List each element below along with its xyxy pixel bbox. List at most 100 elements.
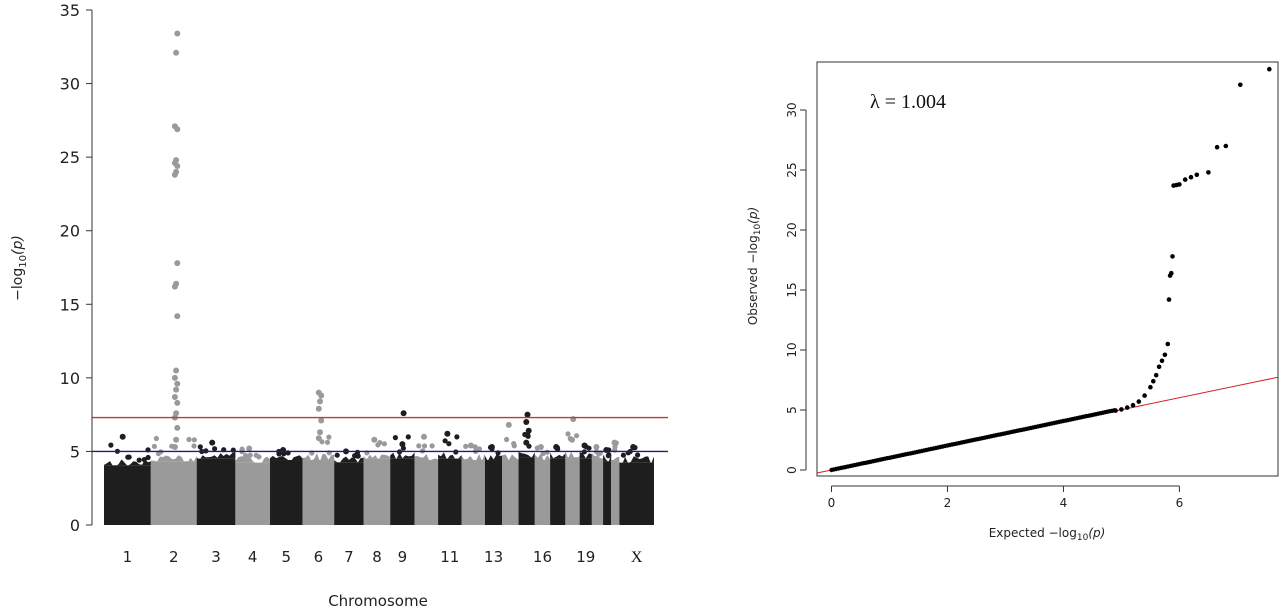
- snp-hit-point: [174, 380, 181, 387]
- chromosome-band: [619, 462, 654, 525]
- snp-hit-point: [523, 439, 530, 446]
- snp-point: [635, 452, 641, 458]
- y-tick-label: 30: [60, 75, 80, 94]
- chromosome-label: X: [631, 549, 643, 566]
- chromosome-band-top: [611, 456, 620, 462]
- chromosome-band: [104, 465, 151, 525]
- y-tick-label: 0: [70, 516, 80, 535]
- chromosome-label: 13: [484, 548, 503, 566]
- qq-point: [1130, 402, 1136, 408]
- qq-point: [1267, 66, 1272, 72]
- chromosome-label: 7: [344, 548, 354, 566]
- snp-hit-point: [317, 429, 323, 436]
- chromosome-band-top: [235, 456, 271, 464]
- chromosome-band-top: [591, 453, 604, 461]
- qq-point: [1153, 372, 1159, 378]
- chromosome-band: [579, 458, 592, 525]
- qq-point: [1214, 144, 1220, 150]
- snp-point: [463, 443, 469, 449]
- chromosome-band: [302, 460, 335, 525]
- snp-peak-point: [371, 436, 378, 443]
- snp-hit-point: [171, 123, 178, 130]
- snp-point: [155, 451, 162, 457]
- y-tick-label: 5: [785, 406, 799, 414]
- qq-point: [1182, 177, 1188, 182]
- qq-point: [1177, 182, 1182, 187]
- chromosome-label: 16: [533, 548, 552, 566]
- snp-hit-point: [399, 441, 406, 448]
- chromosome-band: [235, 462, 271, 525]
- chromosome-band-top: [534, 453, 551, 462]
- chromosome-band-top: [302, 453, 335, 462]
- chromosome-band: [414, 460, 439, 525]
- qq-point: [1162, 352, 1168, 358]
- snp-hit-point: [173, 436, 180, 443]
- qq-point: [1194, 172, 1200, 178]
- chromosome-label: 11: [440, 548, 459, 566]
- snp-point: [141, 457, 147, 463]
- qq-point: [1119, 407, 1124, 412]
- chromosome-band: [591, 460, 604, 525]
- chromosome-band: [150, 461, 197, 525]
- chromosome-label: 3: [211, 548, 221, 566]
- chromosome-band: [461, 460, 485, 525]
- snp-point: [324, 439, 331, 445]
- chromosome-label: 4: [248, 548, 258, 566]
- chromosome-label: 1: [123, 548, 133, 566]
- snp-point: [405, 434, 411, 440]
- snp-hit-point: [173, 49, 180, 56]
- qq-point: [1223, 143, 1229, 149]
- chromosome-band: [502, 460, 519, 525]
- snp-hit-point: [174, 313, 181, 320]
- chromosome-band-top: [603, 454, 612, 463]
- manhattan-x-axis-title: Chromosome: [328, 592, 428, 610]
- qq-x-axis-title: Expected −log10(p): [989, 526, 1106, 543]
- y-tick-label: 20: [60, 222, 80, 241]
- snp-point: [256, 454, 262, 460]
- snp-peak-point: [444, 430, 451, 437]
- x-tick-label: 0: [828, 496, 836, 510]
- chromosome-band-top: [579, 452, 592, 459]
- y-tick-label: 20: [785, 222, 799, 237]
- chromosome-band-top: [150, 455, 197, 463]
- qq-point: [1156, 364, 1162, 370]
- snp-hit-point: [171, 394, 178, 400]
- snp-point: [446, 441, 452, 447]
- snp-point: [334, 452, 340, 458]
- snp-hit-point: [173, 280, 180, 287]
- manhattan-points: [108, 30, 641, 463]
- snp-peak-point: [246, 445, 253, 452]
- chromosome-band: [196, 458, 236, 525]
- qq-point: [1124, 405, 1130, 410]
- chromosome-band: [518, 457, 535, 525]
- snp-point: [540, 451, 546, 457]
- chromosome-band-top: [334, 456, 364, 463]
- y-tick-label: 35: [60, 1, 80, 20]
- qq-point: [1170, 254, 1175, 259]
- snp-point: [565, 431, 571, 437]
- snp-point: [544, 449, 550, 455]
- manhattan-chromosome-labels: 1 2 3 4 5 6 7 8 9 11 13 16 19 X: [123, 548, 643, 566]
- qq-point: [1151, 378, 1156, 384]
- snp-hit-point: [174, 424, 181, 431]
- snp-hit-point: [569, 436, 575, 443]
- chromosome-band-top: [363, 454, 391, 460]
- qq-point: [1113, 408, 1118, 413]
- qq-lambda-annotation: λ = 1.004: [870, 91, 946, 113]
- chromosome-band-top: [438, 452, 462, 460]
- qq-point: [1238, 82, 1243, 88]
- chromosome-band-top: [104, 459, 151, 467]
- snp-point: [392, 435, 398, 441]
- chromosome-band-top: [461, 453, 485, 461]
- chromosome-band: [270, 460, 303, 525]
- snp-peak-point: [593, 444, 600, 450]
- snp-point: [381, 441, 387, 447]
- snp-point: [375, 442, 381, 448]
- chromosome-band-top: [565, 451, 580, 459]
- chromosome-band-top: [390, 452, 415, 460]
- snp-hit-point: [173, 157, 180, 164]
- chromosome-label: 6: [314, 548, 324, 566]
- x-tick-label: 4: [1060, 496, 1068, 510]
- chromosome-band: [484, 460, 503, 525]
- snp-point: [574, 433, 580, 439]
